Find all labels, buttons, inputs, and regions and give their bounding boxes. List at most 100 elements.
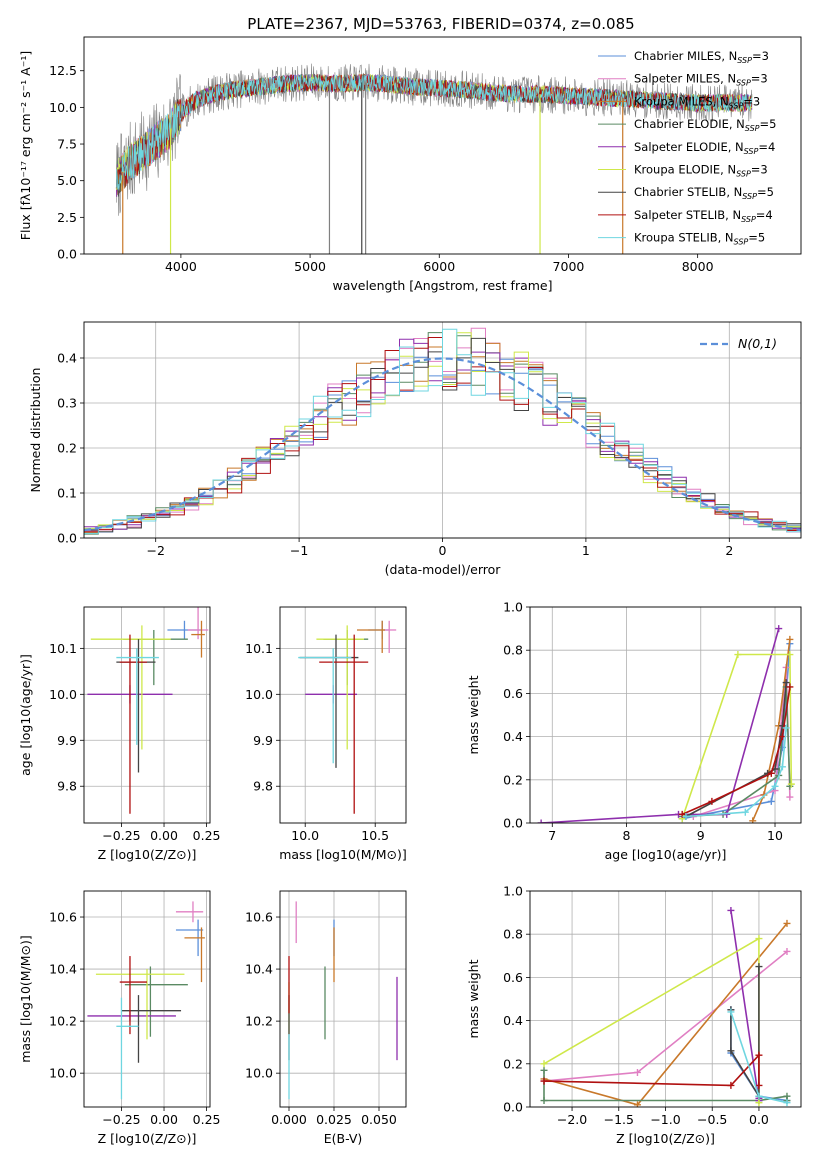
weight-marker <box>727 1081 735 1089</box>
mass-weight-vs-age-ytick-label: 0.4 <box>503 729 523 744</box>
errorbar-salpeter-miles <box>175 901 204 923</box>
age-vs-mass-xtick-label: 10.0 <box>291 828 319 843</box>
mass-vs-Z-ylabel: mass [log10(M/M⊙)] <box>18 935 33 1063</box>
mass-weight-vs-Z-frame <box>529 890 802 1108</box>
mass-vs-Z-ytick-label: 10.2 <box>49 1014 77 1029</box>
spectrum-ytick-label: 7.5 <box>57 137 77 152</box>
hist-step-kroupa-stelib <box>84 328 801 538</box>
mass-vs-Z-xtick-label: 0.00 <box>150 1112 178 1127</box>
weight-marker <box>786 651 794 659</box>
age-vs-Z-ylabel: age [log10(age/yr)] <box>18 654 33 776</box>
weight-line-chabrier-stelib <box>730 966 760 1100</box>
residuals-xtick-label: 2 <box>725 543 733 558</box>
spectrum-ytick-label: 0.0 <box>57 247 77 262</box>
spectrum-legend: Chabrier MILES, NSSP=3 Salpeter MILES, NS… <box>598 49 776 247</box>
mass-weight-vs-Z-xtick-label: −1.5 <box>604 1112 634 1127</box>
spectrum-xlabel: wavelength [Angstrom, rest frame] <box>332 278 552 293</box>
mass-weight-vs-age-xtick-label: 7 <box>548 828 556 843</box>
legend-label: Chabrier MILES, NSSP=3 <box>634 49 769 65</box>
age-vs-Z-axes: −0.25 0.00 0.25 9.8 9.9 10.0 10.1 Z [log10(Z/Z⊙… <box>18 606 221 862</box>
mass-weight-vs-age-ytick-label: 0.8 <box>503 643 523 658</box>
mass-vs-Z-ytick-label: 10.6 <box>49 910 77 925</box>
age-vs-Z-plot-area <box>87 607 209 814</box>
mass-weight-vs-age-xtick-label: 10 <box>767 828 783 843</box>
mass-vs-Z-axes: −0.25 0.00 0.25 10.0 10.2 10.4 10.6 Z [log10(Z/… <box>18 890 221 1146</box>
spectrum-xtick-label: 7000 <box>553 259 585 274</box>
spectrum-xtick-label: 5000 <box>294 259 326 274</box>
mass-weight-vs-age-ytick-label: 0.0 <box>503 816 523 831</box>
age-vs-mass-ytick-label: 9.9 <box>253 733 273 748</box>
mass-weight-vs-Z-ylabel: mass weight <box>466 959 481 1038</box>
mass-weight-vs-Z-ytick-label: 0.4 <box>503 1013 523 1028</box>
residuals-ytick-label: 0.2 <box>57 441 77 456</box>
residuals-ytick-label: 0.0 <box>57 531 77 546</box>
weight-marker <box>537 819 545 823</box>
age-vs-mass-ytick-label: 9.8 <box>253 779 273 794</box>
weight-marker <box>633 1068 641 1076</box>
mass-weight-vs-Z-ytick-label: 1.0 <box>503 884 523 899</box>
weight-line-kroupa-elodie <box>681 653 793 819</box>
residuals-xtick-label: 0 <box>439 543 447 558</box>
weight-marker <box>782 679 790 687</box>
mass-weight-vs-Z-axes: −2.0 −1.5 −1.0 −0.5 0.0 0.0 0.2 0.4 0.6 0.8 1.0 Z [… <box>466 884 802 1146</box>
weight-marker <box>783 1099 791 1107</box>
weight-marker <box>787 780 795 788</box>
figure-title: PLATE=2367, MJD=53763, FIBERID=0374, z=0… <box>247 15 634 33</box>
age-vs-Z-ytick-label: 10.1 <box>49 641 77 656</box>
weight-marker <box>755 935 763 943</box>
errorbar-chabrier-stelib <box>121 995 182 1063</box>
weight-marker <box>786 683 794 691</box>
mass-weight-vs-age-xtick-label: 8 <box>623 828 631 843</box>
residuals-legend: N(0,1) <box>700 336 777 351</box>
mass-vs-EBV-axes: 0.000 0.025 0.050 10.0 10.2 10.4 10.6 E(B-V) <box>245 890 407 1146</box>
age-vs-mass-xtick-label: 10.5 <box>361 828 389 843</box>
age-vs-mass-frame <box>279 606 407 824</box>
weight-marker <box>786 635 794 643</box>
mass-vs-Z-plot-area <box>87 901 205 1100</box>
spectrum-data-line <box>116 63 753 216</box>
weight-line-salpeter-stelib <box>543 1053 760 1087</box>
weight-marker <box>755 963 763 971</box>
weight-marker <box>708 797 716 805</box>
mass-vs-Z-frame <box>83 890 211 1108</box>
mass-weight-vs-Z-ytick-label: 0.2 <box>503 1056 523 1071</box>
weight-marker <box>727 1047 735 1055</box>
mass-weight-vs-Z-xtick-label: 0.0 <box>749 1112 769 1127</box>
residuals-frame <box>83 321 802 539</box>
mass-weight-vs-Z-ytick-label: 0.8 <box>503 927 523 942</box>
mass-vs-EBV-frame <box>279 890 407 1108</box>
weight-marker <box>786 793 794 801</box>
mass-weight-vs-Z-xlabel: Z [log10(Z/Z⊙)] <box>616 1131 715 1146</box>
age-vs-Z-xtick-label: −0.25 <box>102 828 140 843</box>
legend-label: N(0,1) <box>738 336 777 351</box>
residuals-plot-area <box>84 327 801 538</box>
residuals-xtick-label: −2 <box>146 543 164 558</box>
weight-marker <box>727 906 735 914</box>
normal-reference-curve <box>84 357 801 532</box>
spectrum-ytick-label: 2.5 <box>57 210 77 225</box>
weight-marker <box>755 1099 763 1107</box>
weight-marker <box>749 817 757 823</box>
mass-weight-vs-age-xlabel: age [log10(age/yr)] <box>605 847 727 862</box>
legend-label: Kroupa MILES, NSSP=3 <box>634 94 760 110</box>
weight-marker <box>540 1097 548 1105</box>
legend-label: Kroupa ELODIE, NSSP=3 <box>634 163 768 179</box>
errorbar-kroupa-elodie <box>95 969 185 1040</box>
weight-marker <box>540 1066 548 1074</box>
spectrum-ylabel: Flux [fλ10⁻¹⁷ erg cm⁻² s⁻¹ A⁻¹] <box>18 51 33 240</box>
spectrum-model-line-kroupa-stelib <box>115 74 753 191</box>
weight-marker <box>755 1092 763 1100</box>
residuals-xlabel: (data-model)/error <box>385 562 502 577</box>
mass-weight-vs-Z-xtick-label: −0.5 <box>697 1112 727 1127</box>
mass-weight-vs-Z-xtick-label: −1.0 <box>650 1112 680 1127</box>
age-vs-Z-frame <box>83 606 211 824</box>
weight-marker <box>741 808 749 816</box>
weight-marker <box>678 810 686 818</box>
mass-vs-Z-ytick-label: 10.0 <box>49 1066 77 1081</box>
errorbar-kroupa-stelib <box>116 648 159 745</box>
mass-vs-EBV-xtick-label: 0.025 <box>316 1112 352 1127</box>
legend-label: Salpeter MILES, NSSP=3 <box>634 72 768 88</box>
errorbar-kroupa-miles <box>184 927 205 983</box>
errorbar-kroupa-stelib <box>116 997 139 1100</box>
